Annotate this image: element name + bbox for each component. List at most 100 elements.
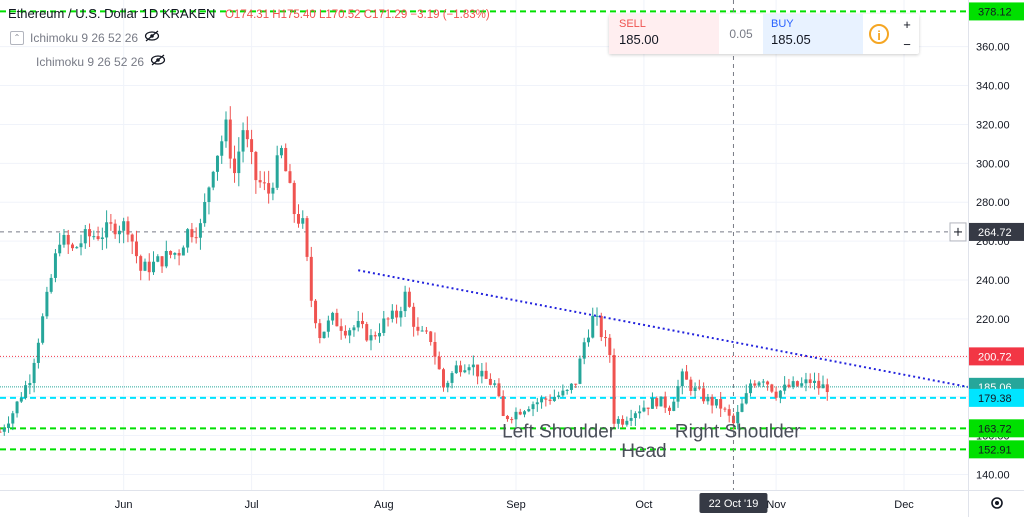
candle-down[interactable]: [88, 223, 92, 248]
candle-up[interactable]: [301, 210, 305, 229]
candle-up[interactable]: [83, 224, 87, 249]
candle-down[interactable]: [284, 143, 288, 172]
eye-hidden-icon[interactable]: [144, 30, 160, 45]
candle-up[interactable]: [744, 384, 748, 405]
candle-down[interactable]: [599, 312, 603, 342]
candle-up[interactable]: [279, 145, 283, 159]
candle-up[interactable]: [11, 410, 15, 431]
price-level-badge[interactable]: [969, 388, 1024, 407]
candle-up[interactable]: [454, 360, 458, 374]
candle-up[interactable]: [58, 232, 62, 257]
candle-up[interactable]: [45, 286, 49, 319]
candle-up[interactable]: [369, 329, 373, 351]
candle-up[interactable]: [2, 424, 6, 436]
candle-up[interactable]: [186, 228, 190, 253]
candle-down[interactable]: [825, 378, 829, 401]
candle-down[interactable]: [96, 226, 100, 241]
price-level-badge[interactable]: [969, 222, 1024, 241]
candle-up[interactable]: [706, 394, 710, 405]
candle-down[interactable]: [655, 396, 659, 409]
candle-up[interactable]: [552, 389, 556, 402]
candle-down[interactable]: [412, 302, 416, 337]
candle-up[interactable]: [561, 384, 565, 398]
candle-down[interactable]: [459, 360, 463, 377]
candle-down[interactable]: [113, 219, 117, 239]
candle-up[interactable]: [625, 416, 629, 427]
candle-up[interactable]: [92, 230, 96, 240]
price-level-badge[interactable]: [969, 440, 1024, 459]
candle-down[interactable]: [160, 255, 164, 273]
candle-down[interactable]: [668, 405, 671, 415]
candle-up[interactable]: [450, 371, 454, 389]
candle-down[interactable]: [608, 334, 612, 363]
candle-up[interactable]: [523, 410, 527, 418]
candle-up[interactable]: [275, 145, 279, 191]
candle-down[interactable]: [228, 106, 232, 169]
candle-down[interactable]: [702, 382, 706, 404]
candle-up[interactable]: [352, 325, 356, 337]
candle-up[interactable]: [207, 186, 211, 215]
candle-up[interactable]: [736, 404, 740, 430]
candle-up[interactable]: [540, 395, 544, 409]
horizontal-levels[interactable]: [0, 10, 968, 451]
candle-down[interactable]: [386, 317, 390, 327]
candle-down[interactable]: [476, 364, 480, 385]
candle-down[interactable]: [612, 348, 616, 429]
candle-up[interactable]: [117, 225, 121, 244]
candle-up[interactable]: [164, 240, 168, 269]
candle-down[interactable]: [339, 318, 343, 340]
candle-up[interactable]: [79, 234, 83, 256]
candle-up[interactable]: [36, 338, 40, 369]
candle-down[interactable]: [774, 386, 778, 401]
candle-up[interactable]: [761, 378, 765, 387]
candle-down[interactable]: [71, 242, 74, 251]
candle-down[interactable]: [262, 171, 266, 191]
candle-down[interactable]: [416, 317, 420, 336]
candle-up[interactable]: [15, 400, 19, 418]
price-level-badge[interactable]: [969, 419, 1024, 438]
candle-down[interactable]: [250, 129, 254, 165]
candle-down[interactable]: [258, 170, 262, 188]
candle-down[interactable]: [139, 254, 143, 281]
candle-up[interactable]: [331, 311, 335, 325]
candle-up[interactable]: [514, 407, 518, 428]
candle-up[interactable]: [578, 355, 582, 385]
eye-hidden-icon[interactable]: [150, 54, 166, 69]
candle-up[interactable]: [224, 111, 228, 148]
candle-down[interactable]: [646, 407, 650, 416]
candle-up[interactable]: [493, 379, 497, 388]
candle-up[interactable]: [156, 254, 160, 263]
candle-down[interactable]: [360, 312, 364, 329]
candle-up[interactable]: [322, 331, 326, 339]
candle-up[interactable]: [749, 379, 753, 397]
candle-down[interactable]: [297, 204, 300, 228]
candle-up[interactable]: [565, 389, 569, 395]
candle-up[interactable]: [41, 313, 45, 345]
buy-button[interactable]: BUY 185.05: [763, 14, 863, 54]
candle-up[interactable]: [557, 391, 561, 400]
candle-up[interactable]: [812, 372, 816, 390]
candle-up[interactable]: [693, 382, 697, 398]
candle-up[interactable]: [211, 170, 215, 191]
candle-up[interactable]: [237, 137, 241, 187]
candle-down[interactable]: [373, 331, 377, 340]
candle-down[interactable]: [190, 222, 194, 243]
candle-down[interactable]: [433, 332, 437, 365]
candle-down[interactable]: [518, 408, 522, 416]
candle-down[interactable]: [305, 215, 309, 262]
candle-down[interactable]: [194, 227, 198, 244]
candle-down[interactable]: [309, 246, 313, 308]
price-axis[interactable]: 140.00160.00180.00200.00220.00240.00260.…: [949, 0, 1024, 517]
candle-up[interactable]: [672, 397, 676, 412]
candle-down[interactable]: [318, 319, 322, 344]
candle-down[interactable]: [719, 392, 723, 417]
candle-down[interactable]: [407, 287, 411, 308]
candle-down[interactable]: [723, 406, 727, 413]
candle-up[interactable]: [633, 411, 637, 427]
candle-up[interactable]: [203, 193, 207, 227]
candle-up[interactable]: [527, 406, 531, 413]
candle-up[interactable]: [75, 246, 79, 249]
candle-up[interactable]: [446, 380, 450, 393]
candle-up[interactable]: [152, 251, 156, 275]
candle-down[interactable]: [267, 170, 271, 204]
